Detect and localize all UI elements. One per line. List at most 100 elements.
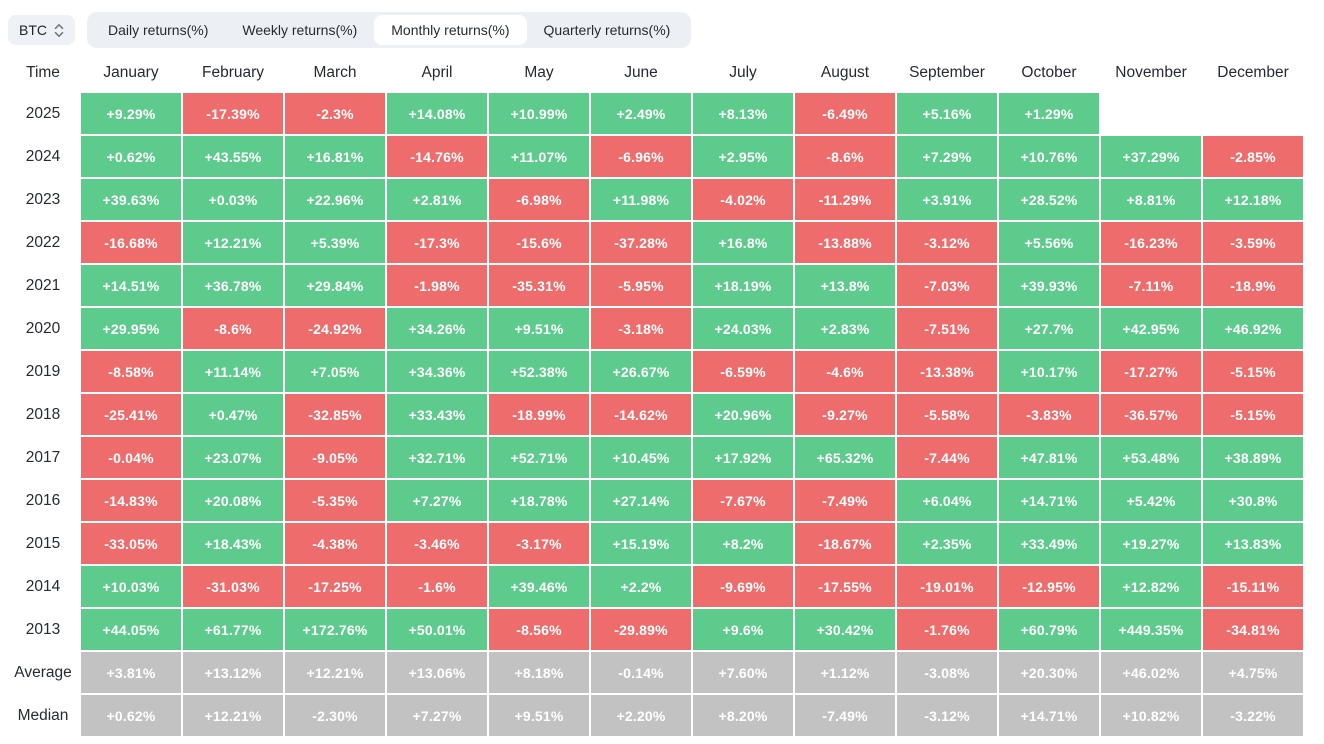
tab-monthly-returns[interactable]: Monthly returns(%): [374, 15, 527, 45]
return-cell: +4.75%: [1203, 652, 1303, 693]
return-cell: +38.89%: [1203, 437, 1303, 478]
return-cell: -4.02%: [693, 179, 793, 220]
return-cell: +27.7%: [999, 308, 1099, 349]
row-label-2013: 2013: [25, 620, 61, 638]
column-header-august: August: [820, 64, 870, 81]
return-cell: +18.19%: [693, 265, 793, 306]
return-cell: +5.56%: [999, 222, 1099, 263]
return-cell: +24.03%: [693, 308, 793, 349]
return-cell: +18.78%: [489, 480, 589, 521]
return-cell: +46.02%: [1101, 652, 1201, 693]
return-cell: +7.60%: [693, 652, 793, 693]
return-cell: -5.58%: [897, 394, 997, 435]
topbar: BTC Daily returns(%) Weekly returns(%) Mon…: [0, 0, 1324, 48]
return-cell: +13.83%: [1203, 523, 1303, 564]
row-label-2017: 2017: [25, 448, 61, 466]
return-cell: -32.85%: [285, 394, 385, 435]
return-cell: +26.67%: [591, 351, 691, 392]
row-label-2025: 2025: [25, 104, 61, 122]
return-cell: +19.27%: [1101, 523, 1201, 564]
return-cell: -4.6%: [795, 351, 895, 392]
return-cell: +9.51%: [489, 308, 589, 349]
return-cell: +14.71%: [999, 695, 1099, 736]
return-cell: -7.49%: [795, 480, 895, 521]
return-cell: -2.30%: [285, 695, 385, 736]
return-cell: -17.3%: [387, 222, 487, 263]
return-cell: +15.19%: [591, 523, 691, 564]
column-header-october: October: [1021, 64, 1077, 81]
symbol-select-label: BTC: [19, 22, 47, 38]
tab-weekly-returns[interactable]: Weekly returns(%): [225, 15, 374, 45]
return-cell: -6.98%: [489, 179, 589, 220]
row-label-2021: 2021: [25, 276, 61, 294]
return-cell: -3.17%: [489, 523, 589, 564]
return-cell: +12.18%: [1203, 179, 1303, 220]
column-header-november: November: [1115, 64, 1187, 81]
return-cell: -5.15%: [1203, 351, 1303, 392]
return-cell: -8.58%: [81, 351, 181, 392]
return-cell: -16.68%: [81, 222, 181, 263]
return-cell: +8.18%: [489, 652, 589, 693]
return-cell: +5.42%: [1101, 480, 1201, 521]
return-cell: -4.38%: [285, 523, 385, 564]
return-cell: +11.98%: [591, 179, 691, 220]
return-cell: -3.12%: [897, 222, 997, 263]
return-cell: +5.16%: [897, 93, 997, 134]
return-cell: +0.47%: [183, 394, 283, 435]
return-cell: +10.17%: [999, 351, 1099, 392]
return-cell: +14.08%: [387, 93, 487, 134]
return-cell: +13.8%: [795, 265, 895, 306]
return-cell: +7.29%: [897, 136, 997, 177]
return-cell: +2.95%: [693, 136, 793, 177]
return-cell: -11.29%: [795, 179, 895, 220]
row-label-median: Median: [17, 706, 69, 724]
return-cell: +36.78%: [183, 265, 283, 306]
return-cell: +27.14%: [591, 480, 691, 521]
return-cell: +20.96%: [693, 394, 793, 435]
tab-quarterly-returns[interactable]: Quarterly returns(%): [527, 15, 688, 45]
return-cell: -0.14%: [591, 652, 691, 693]
return-cell: +3.81%: [81, 652, 181, 693]
return-cell: -9.05%: [285, 437, 385, 478]
return-cell: -6.49%: [795, 93, 895, 134]
return-cell: +10.03%: [81, 566, 181, 607]
return-cell: +30.42%: [795, 609, 895, 650]
return-cell: -14.83%: [81, 480, 181, 521]
return-cell: +18.43%: [183, 523, 283, 564]
return-cell: -7.49%: [795, 695, 895, 736]
return-cell: -35.31%: [489, 265, 589, 306]
return-cell: +0.03%: [183, 179, 283, 220]
return-cell: +13.12%: [183, 652, 283, 693]
return-cell: -7.11%: [1101, 265, 1201, 306]
return-cell: -3.46%: [387, 523, 487, 564]
row-label-2014: 2014: [25, 577, 61, 595]
return-cell: [1101, 93, 1201, 134]
return-cell: +42.95%: [1101, 308, 1201, 349]
row-label-2018: 2018: [25, 405, 61, 423]
return-cell: +7.05%: [285, 351, 385, 392]
return-cell: +22.96%: [285, 179, 385, 220]
return-cell: +8.13%: [693, 93, 793, 134]
return-cell: +12.21%: [183, 222, 283, 263]
return-cell: -18.9%: [1203, 265, 1303, 306]
return-cell: +29.95%: [81, 308, 181, 349]
return-cell: -17.27%: [1101, 351, 1201, 392]
return-cell: +0.62%: [81, 695, 181, 736]
return-cell: +37.29%: [1101, 136, 1201, 177]
return-cell: +23.07%: [183, 437, 283, 478]
return-cell: -9.69%: [693, 566, 793, 607]
row-label-2022: 2022: [25, 233, 61, 251]
return-cell: +43.55%: [183, 136, 283, 177]
return-cell: +17.92%: [693, 437, 793, 478]
return-cell: -8.56%: [489, 609, 589, 650]
return-cell: -36.57%: [1101, 394, 1201, 435]
return-cell: +32.71%: [387, 437, 487, 478]
return-cell: -3.12%: [897, 695, 997, 736]
return-cell: -7.67%: [693, 480, 793, 521]
return-cell: +2.2%: [591, 566, 691, 607]
tab-daily-returns[interactable]: Daily returns(%): [91, 15, 225, 45]
return-cell: +10.45%: [591, 437, 691, 478]
return-cell: -7.51%: [897, 308, 997, 349]
return-cell: [1203, 93, 1303, 134]
symbol-select[interactable]: BTC: [8, 15, 75, 45]
